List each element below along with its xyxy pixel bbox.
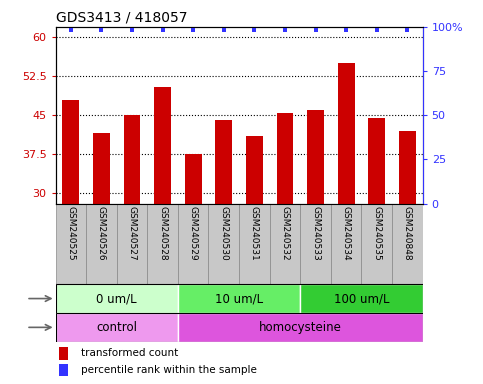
Text: GSM240532: GSM240532	[281, 206, 289, 261]
Bar	[59, 347, 68, 360]
Text: GSM240535: GSM240535	[372, 206, 381, 261]
Text: transformed count: transformed count	[81, 348, 179, 358]
Text: control: control	[96, 321, 137, 334]
Point	[189, 26, 197, 33]
Bar	[277, 113, 293, 204]
Text: GSM240848: GSM240848	[403, 206, 412, 261]
Point	[373, 26, 381, 33]
Bar	[270, 204, 300, 284]
Bar	[154, 87, 171, 204]
Bar	[307, 110, 324, 204]
Text: GSM240531: GSM240531	[250, 206, 259, 261]
Text: GSM240527: GSM240527	[128, 206, 137, 261]
Point	[251, 26, 258, 33]
Bar	[124, 115, 141, 204]
Bar	[178, 284, 300, 313]
Bar	[361, 204, 392, 284]
Bar	[239, 204, 270, 284]
Bar	[178, 204, 209, 284]
Point	[342, 26, 350, 33]
Bar	[56, 204, 86, 284]
Text: homocysteine: homocysteine	[259, 321, 341, 334]
Text: GDS3413 / 418057: GDS3413 / 418057	[56, 10, 187, 24]
Bar	[392, 204, 423, 284]
Text: GSM240526: GSM240526	[97, 206, 106, 261]
Point	[159, 26, 167, 33]
Text: GSM240530: GSM240530	[219, 206, 228, 261]
Text: 0 um/L: 0 um/L	[97, 292, 137, 305]
Point	[281, 26, 289, 33]
Bar	[399, 131, 416, 204]
Text: GSM240533: GSM240533	[311, 206, 320, 261]
Point	[128, 26, 136, 33]
Point	[67, 26, 75, 33]
Bar	[209, 204, 239, 284]
Text: percentile rank within the sample: percentile rank within the sample	[81, 365, 257, 375]
Text: GSM240528: GSM240528	[158, 206, 167, 261]
Text: 100 um/L: 100 um/L	[334, 292, 389, 305]
Bar	[59, 364, 68, 376]
Bar	[62, 99, 79, 204]
Bar	[331, 204, 361, 284]
Bar	[338, 63, 355, 204]
Text: GSM240525: GSM240525	[66, 206, 75, 261]
Point	[403, 26, 411, 33]
Bar	[300, 204, 331, 284]
Bar	[369, 118, 385, 204]
Text: GSM240529: GSM240529	[189, 206, 198, 261]
Bar	[215, 121, 232, 204]
Bar	[246, 136, 263, 204]
Bar	[86, 204, 117, 284]
Point	[220, 26, 227, 33]
Bar	[300, 284, 423, 313]
Bar	[117, 204, 147, 284]
Bar	[93, 133, 110, 204]
Point	[98, 26, 105, 33]
Bar	[147, 204, 178, 284]
Text: 10 um/L: 10 um/L	[215, 292, 263, 305]
Bar	[56, 313, 178, 342]
Text: GSM240534: GSM240534	[341, 206, 351, 261]
Bar	[178, 313, 423, 342]
Bar	[56, 284, 178, 313]
Bar	[185, 154, 201, 204]
Point	[312, 26, 319, 33]
